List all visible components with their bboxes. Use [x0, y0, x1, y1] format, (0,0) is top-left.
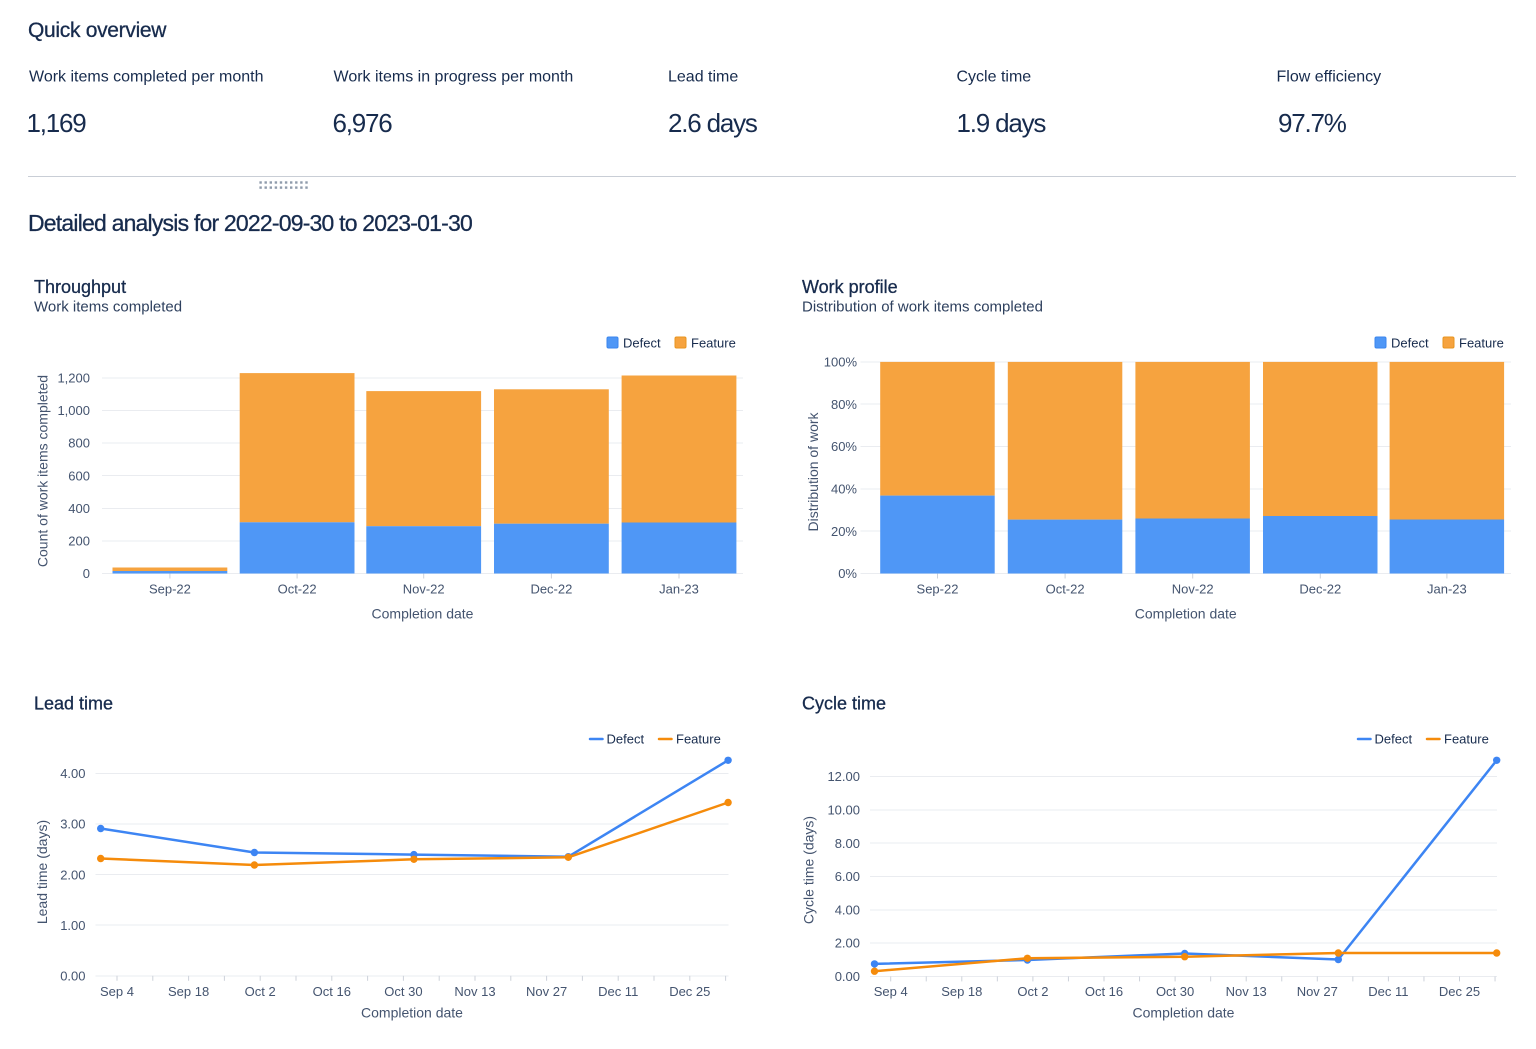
svg-text:Sep 4: Sep 4 [874, 984, 908, 999]
svg-text:Dec 11: Dec 11 [598, 984, 638, 999]
svg-text:1.00: 1.00 [60, 918, 85, 933]
svg-text:Oct 30: Oct 30 [1156, 984, 1194, 999]
svg-text:Cycle time (days): Cycle time (days) [801, 816, 817, 924]
svg-text:Dec-22: Dec-22 [1299, 582, 1341, 597]
svg-text:0.00: 0.00 [835, 969, 860, 984]
svg-text:0: 0 [83, 566, 90, 581]
svg-text:Dec 25: Dec 25 [669, 984, 710, 999]
svg-text:1.9 days: 1.9 days [957, 108, 1047, 138]
svg-text:Work items completed: Work items completed [34, 299, 182, 316]
svg-text:Oct 2: Oct 2 [1017, 984, 1048, 999]
svg-text:Sep-22: Sep-22 [917, 582, 959, 597]
svg-text:Sep 4: Sep 4 [100, 984, 134, 999]
svg-text:60%: 60% [831, 439, 857, 454]
svg-text:Oct-22: Oct-22 [278, 582, 317, 597]
svg-text:Oct 30: Oct 30 [384, 984, 422, 999]
svg-text:97.7%: 97.7% [1278, 108, 1347, 138]
svg-text:Feature: Feature [1459, 336, 1504, 351]
svg-text:3.00: 3.00 [60, 817, 85, 832]
svg-text:200: 200 [68, 534, 90, 549]
svg-text:Jan-23: Jan-23 [659, 582, 699, 597]
svg-text:Throughput: Throughput [34, 277, 126, 297]
svg-text:Distribution of work: Distribution of work [805, 411, 821, 531]
svg-text:12.00: 12.00 [827, 769, 860, 784]
svg-text:8.00: 8.00 [835, 836, 860, 851]
svg-text:Defect: Defect [623, 336, 661, 351]
svg-text:10.00: 10.00 [827, 803, 860, 818]
svg-text:800: 800 [68, 436, 90, 451]
svg-text:Defect: Defect [1391, 336, 1429, 351]
svg-text:Feature: Feature [691, 336, 736, 351]
svg-text:Nov 13: Nov 13 [454, 984, 495, 999]
svg-text:Oct 2: Oct 2 [245, 984, 276, 999]
svg-text:1,200: 1,200 [57, 371, 90, 386]
svg-text:1,000: 1,000 [57, 403, 90, 418]
svg-text:40%: 40% [831, 481, 857, 496]
svg-text:6.00: 6.00 [835, 869, 860, 884]
svg-text:Work profile: Work profile [802, 277, 898, 297]
svg-text:Completion date: Completion date [372, 606, 474, 622]
svg-text:Nov 13: Nov 13 [1226, 984, 1267, 999]
svg-text:Oct-22: Oct-22 [1046, 582, 1085, 597]
svg-text:4.00: 4.00 [835, 902, 860, 917]
svg-text:Completion date: Completion date [1135, 606, 1237, 622]
svg-text:20%: 20% [831, 524, 857, 539]
svg-text:Defect: Defect [1375, 732, 1413, 747]
svg-text:Detailed analysis for 2022-09-: Detailed analysis for 2022-09-30 to 2023… [28, 210, 472, 236]
svg-text:2.00: 2.00 [835, 936, 860, 951]
svg-text:1,169: 1,169 [27, 108, 87, 138]
svg-text:Lead time: Lead time [668, 68, 738, 85]
svg-text:2.6 days: 2.6 days [668, 108, 758, 138]
svg-text:Jan-23: Jan-23 [1427, 582, 1467, 597]
svg-text:Feature: Feature [676, 732, 721, 747]
svg-text:Nov 27: Nov 27 [1297, 984, 1338, 999]
svg-text:0.00: 0.00 [60, 968, 85, 983]
svg-text:Defect: Defect [607, 732, 645, 747]
svg-text:Oct 16: Oct 16 [1085, 984, 1123, 999]
svg-text:Sep 18: Sep 18 [168, 984, 209, 999]
svg-text:Count of work items completed: Count of work items completed [35, 375, 51, 567]
svg-text:Lead time (days): Lead time (days) [34, 820, 50, 924]
svg-text:Feature: Feature [1444, 732, 1489, 747]
svg-text:Lead time: Lead time [34, 694, 113, 714]
svg-text:Work items completed per month: Work items completed per month [29, 68, 263, 85]
svg-text:Cycle time: Cycle time [802, 694, 886, 714]
svg-text:400: 400 [68, 501, 90, 516]
svg-text:Distribution of work items com: Distribution of work items completed [802, 299, 1043, 316]
svg-text:Quick overview: Quick overview [28, 19, 167, 42]
svg-text:Completion date: Completion date [1133, 1005, 1235, 1021]
svg-text:Nov-22: Nov-22 [1172, 582, 1214, 597]
svg-text:2.00: 2.00 [60, 867, 85, 882]
svg-text:600: 600 [68, 468, 90, 483]
svg-text:Nov-22: Nov-22 [403, 582, 445, 597]
svg-text:4.00: 4.00 [60, 766, 85, 781]
svg-text:100%: 100% [824, 355, 858, 370]
svg-text:Dec-22: Dec-22 [530, 582, 572, 597]
svg-text:6,976: 6,976 [333, 108, 393, 138]
svg-text:Flow efficiency: Flow efficiency [1277, 68, 1382, 85]
svg-text:Work items in progress per mon: Work items in progress per month [334, 68, 574, 85]
svg-text:Dec 11: Dec 11 [1368, 984, 1408, 999]
svg-text:Sep 18: Sep 18 [941, 984, 982, 999]
svg-text:Oct 16: Oct 16 [313, 984, 351, 999]
svg-text:Sep-22: Sep-22 [149, 582, 191, 597]
svg-text:80%: 80% [831, 397, 857, 412]
svg-text:Dec 25: Dec 25 [1439, 984, 1480, 999]
svg-text:Cycle time: Cycle time [957, 68, 1032, 85]
svg-text:Completion date: Completion date [361, 1005, 463, 1021]
svg-text:Nov 27: Nov 27 [526, 984, 567, 999]
svg-text:0%: 0% [838, 566, 857, 581]
